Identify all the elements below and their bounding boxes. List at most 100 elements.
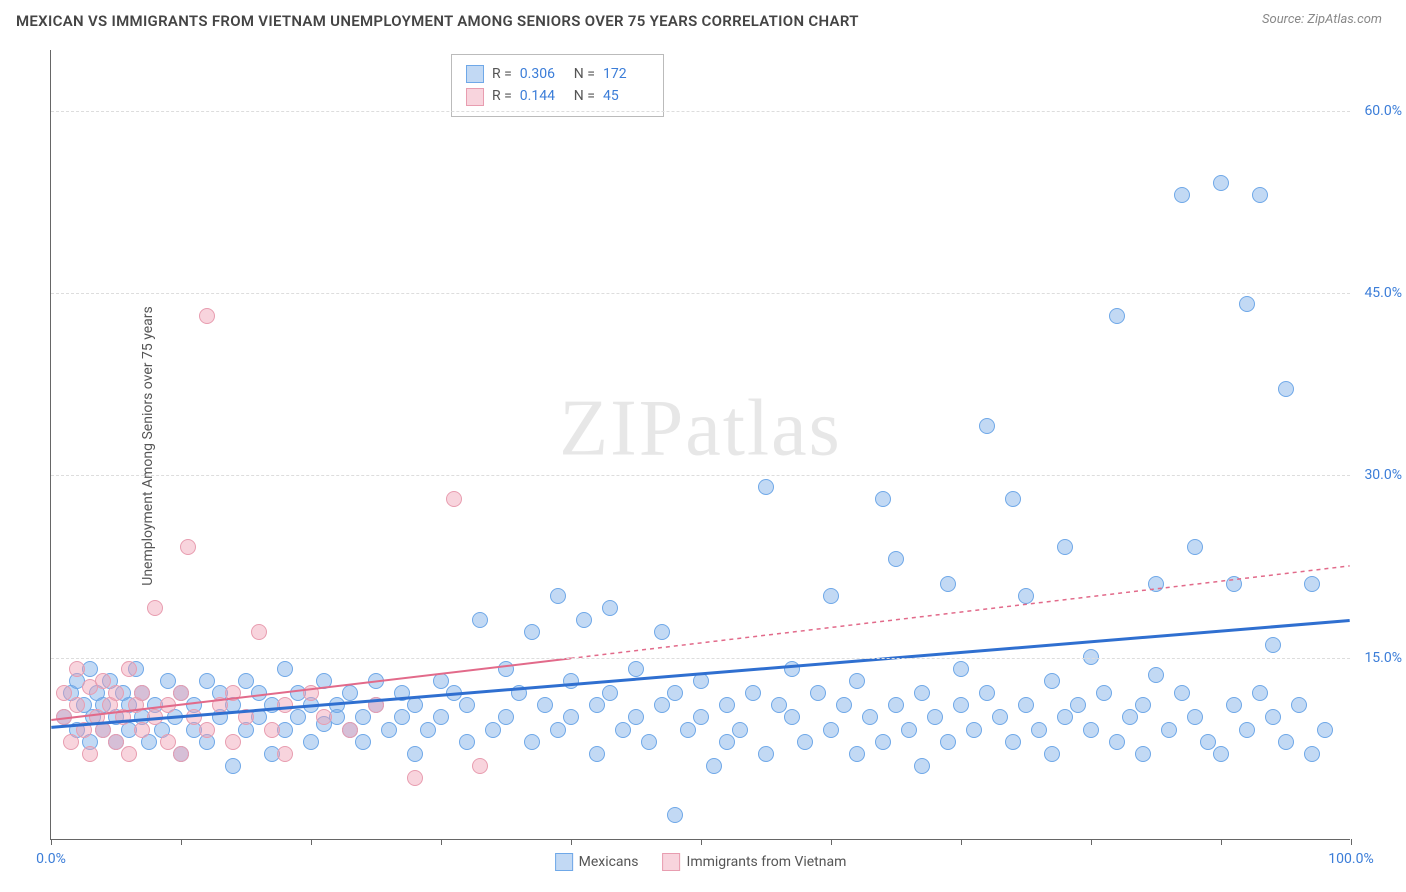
scatter-point: [433, 709, 449, 725]
grid-line: [51, 111, 1350, 112]
scatter-point: [1135, 746, 1151, 762]
scatter-point: [1031, 722, 1047, 738]
scatter-point: [121, 661, 137, 677]
grid-line: [51, 475, 1350, 476]
scatter-point: [654, 697, 670, 713]
scatter-point: [1135, 697, 1151, 713]
scatter-point: [1252, 685, 1268, 701]
scatter-point: [940, 576, 956, 592]
x-tick: [1091, 839, 1092, 845]
scatter-point: [1265, 637, 1281, 653]
bottom-legend-label-1: Mexicans: [579, 854, 639, 870]
scatter-point: [550, 722, 566, 738]
scatter-point: [186, 709, 202, 725]
scatter-point: [602, 600, 618, 616]
scatter-point: [1018, 697, 1034, 713]
scatter-point: [407, 770, 423, 786]
scatter-point: [979, 418, 995, 434]
chart-title: MEXICAN VS IMMIGRANTS FROM VIETNAM UNEMP…: [16, 12, 859, 30]
x-tick: [1221, 839, 1222, 845]
scatter-point: [1161, 722, 1177, 738]
legend-swatch-series2: [663, 853, 681, 871]
r-label: R =: [492, 85, 512, 107]
stats-legend-row: R = 0.144 N = 45: [466, 85, 649, 107]
y-tick-label: 15.0%: [1364, 650, 1402, 666]
scatter-point: [1044, 746, 1060, 762]
scatter-point: [849, 746, 865, 762]
scatter-point: [758, 479, 774, 495]
scatter-point: [95, 722, 111, 738]
scatter-point: [199, 722, 215, 738]
scatter-point: [160, 734, 176, 750]
scatter-point: [342, 722, 358, 738]
scatter-point: [576, 612, 592, 628]
scatter-point: [368, 673, 384, 689]
scatter-point: [1252, 187, 1268, 203]
scatter-point: [1174, 187, 1190, 203]
x-tick: [311, 839, 312, 845]
scatter-point: [602, 685, 618, 701]
scatter-point: [1213, 746, 1229, 762]
scatter-point: [784, 709, 800, 725]
scatter-point: [524, 624, 540, 640]
bottom-legend-item: Immigrants from Vietnam: [663, 853, 847, 871]
scatter-point: [290, 709, 306, 725]
scatter-point: [1187, 709, 1203, 725]
scatter-point: [667, 807, 683, 823]
scatter-point: [979, 685, 995, 701]
bottom-legend-label-2: Immigrants from Vietnam: [687, 854, 847, 870]
scatter-point: [680, 722, 696, 738]
scatter-point: [732, 722, 748, 738]
scatter-point: [914, 758, 930, 774]
scatter-point: [836, 697, 852, 713]
scatter-point: [108, 734, 124, 750]
scatter-point: [641, 734, 657, 750]
scatter-point: [63, 734, 79, 750]
scatter-point: [1304, 576, 1320, 592]
scatter-point: [628, 709, 644, 725]
scatter-point: [199, 308, 215, 324]
scatter-point: [849, 673, 865, 689]
scatter-point: [511, 685, 527, 701]
y-tick-label: 30.0%: [1364, 467, 1402, 483]
bottom-legend: Mexicans Immigrants from Vietnam: [555, 853, 847, 871]
scatter-point: [225, 685, 241, 701]
scatter-point: [940, 734, 956, 750]
scatter-point: [1096, 685, 1112, 701]
scatter-point: [433, 673, 449, 689]
x-tick-label: 0.0%: [36, 851, 66, 867]
scatter-point: [1187, 539, 1203, 555]
scatter-point: [719, 697, 735, 713]
scatter-point: [615, 722, 631, 738]
scatter-point: [56, 685, 72, 701]
scatter-point: [1213, 175, 1229, 191]
scatter-point: [160, 673, 176, 689]
n-label: N =: [574, 85, 595, 107]
scatter-point: [251, 624, 267, 640]
scatter-point: [1044, 673, 1060, 689]
scatter-point: [212, 697, 228, 713]
scatter-point: [1174, 685, 1190, 701]
watermark: ZIPatlas: [559, 383, 842, 474]
scatter-point: [667, 685, 683, 701]
scatter-point: [134, 685, 150, 701]
x-tick: [441, 839, 442, 845]
bottom-legend-item: Mexicans: [555, 853, 639, 871]
scatter-point: [1304, 746, 1320, 762]
scatter-point: [238, 673, 254, 689]
scatter-point: [277, 746, 293, 762]
y-tick-label: 45.0%: [1364, 285, 1402, 301]
scatter-point: [745, 685, 761, 701]
scatter-point: [95, 673, 111, 689]
scatter-point: [394, 685, 410, 701]
scatter-point: [82, 746, 98, 762]
scatter-point: [69, 697, 85, 713]
scatter-point: [1239, 722, 1255, 738]
scatter-point: [1109, 308, 1125, 324]
scatter-point: [342, 685, 358, 701]
scatter-point: [1265, 709, 1281, 725]
x-tick-label: 100.0%: [1328, 851, 1373, 867]
scatter-point: [446, 685, 462, 701]
n-value-1: 172: [603, 63, 649, 85]
scatter-point: [381, 722, 397, 738]
